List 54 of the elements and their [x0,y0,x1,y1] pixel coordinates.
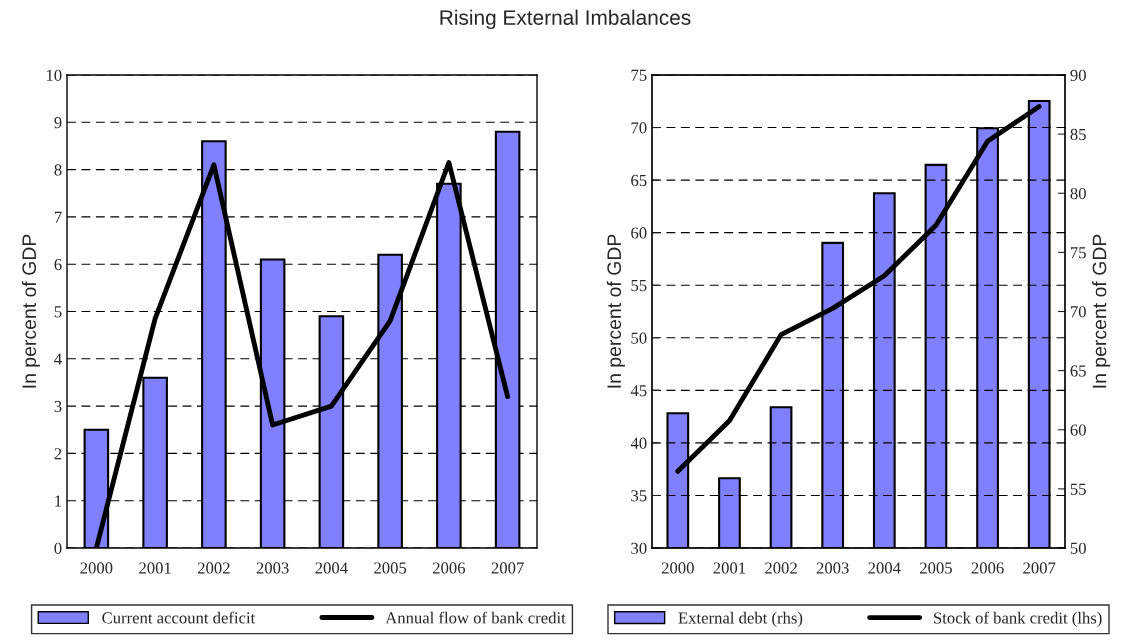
y-tick-label: 30 [631,542,647,554]
x-tick-label: 2007 [491,562,524,574]
y-tick-label: 8 [54,164,62,176]
y-tick-label: 50 [631,332,647,344]
y2-tick-label: 75 [1070,247,1086,259]
x-tick-label: 2003 [816,562,849,574]
y2-tick-label: 85 [1070,128,1086,141]
x-tick-label: 2000 [661,562,694,574]
y-tick-label: 7 [54,211,62,223]
legend-label: Annual flow of bank credit [385,611,566,624]
x-tick-label: 2004 [868,562,901,574]
chart-title: Rising External Imbalances [440,9,691,30]
y2-tick-label: 50 [1070,542,1086,554]
x-tick-label: 2001 [713,562,746,574]
y-tick-label: 2 [54,448,62,460]
legend-label: External debt (rhs) [678,611,803,627]
y-tick-label: 75 [631,69,647,81]
y2-tick-label: 60 [1070,424,1086,436]
y-tick-label: 65 [631,174,647,187]
y-tick-label: 45 [630,385,647,397]
y2-axis-title: In percent of GDP [1092,234,1111,388]
legend-label: Current account deficit [102,611,256,624]
x-tick-label: 2007 [1023,562,1056,574]
x-tick-label: 2001 [139,562,171,574]
y-tick-label: 0 [54,542,62,554]
y2-tick-label: 65 [1070,365,1086,377]
x-tick-label: 2000 [80,562,113,574]
y-tick-label: 35 [631,490,647,502]
y2-tick-label: 55 [1070,483,1086,495]
y-axis-title: In percent of GDP [606,234,625,388]
y-tick-label: 4 [54,353,62,365]
y-tick-label: 3 [54,400,62,413]
y-tick-label: 1 [55,495,62,507]
y2-tick-label: 90 [1070,69,1086,81]
x-tick-label: 2002 [197,562,230,574]
y-tick-label: 9 [54,117,62,129]
x-tick-label: 2002 [765,562,797,574]
y-tick-label: 70 [631,122,647,134]
x-tick-label: 2006 [432,562,466,574]
y-tick-label: 10 [46,69,62,81]
y-tick-label: 40 [630,437,647,449]
y2-tick-label: 80 [1070,187,1086,200]
y-tick-label: 5 [54,306,62,318]
y-tick-label: 6 [54,258,62,271]
x-tick-label: 2004 [315,562,348,574]
y-axis-title: In percent of GDP [21,234,40,388]
y2-tick-label: 70 [1070,306,1086,318]
x-tick-label: 2005 [920,562,952,574]
y-tick-label: 60 [631,227,647,239]
x-tick-label: 2003 [256,562,289,574]
x-tick-label: 2005 [374,562,407,574]
y-tick-label: 55 [631,280,647,292]
x-tick-label: 2006 [971,562,1004,574]
legend-label: Stock of bank credit (lhs) [934,611,1102,627]
